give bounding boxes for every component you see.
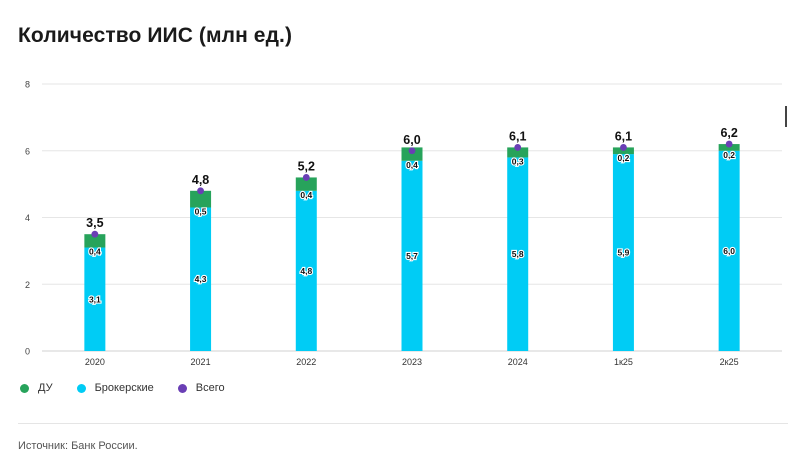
data-label-broker: 3,1 [89,294,101,304]
total-marker [408,147,416,155]
data-label-total: 6,2 [720,126,737,140]
y-tick-label: 0 [25,347,30,357]
x-tick-label: 2024 [508,357,528,367]
bar-broker [401,160,423,351]
data-label-broker: 5,8 [512,249,524,259]
y-tick-label: 8 [25,80,30,90]
data-label-total: 6,0 [403,133,420,147]
bar-broker [84,247,106,351]
bar-broker [190,207,212,351]
legend-label-du: ДУ [38,382,53,394]
x-tick-label: 2023 [402,357,422,367]
data-label-broker: 6,0 [723,246,735,256]
data-label-total: 5,2 [298,159,315,173]
data-label-du: 0,3 [512,156,524,166]
legend-marker-du [20,383,29,393]
data-label-du: 0,4 [89,247,101,257]
y-tick-label: 4 [25,213,30,223]
legend-marker-broker [76,383,86,393]
chart-title: Количество ИИС (млн ед.) [18,24,293,47]
data-label-broker: 4,8 [300,266,312,276]
total-marker [514,144,522,151]
total-marker [91,230,99,238]
data-label-total: 4,8 [192,173,209,187]
bar-chart: 0 2 4 6 8 3,1 0,4 3,5 2020 4,3 0,5 4,8 2021 4,8 0,4 5,2… [25,80,782,367]
legend-item-du[interactable]: ДУ [20,382,53,394]
y-tick-label: 6 [25,146,30,156]
legend-label-broker: Брокерские [94,382,154,394]
data-label-total: 3,5 [86,216,103,230]
total-marker [725,140,733,148]
data-label-broker: 4,3 [195,274,207,284]
data-label-du: 0,2 [723,150,735,160]
y-tick-label: 2 [25,280,30,290]
data-label-broker: 5,7 [406,251,418,261]
data-label-total: 6,1 [509,129,526,143]
x-tick-label: 2021 [191,357,211,367]
legend-item-total[interactable]: Всего [177,382,225,394]
data-label-du: 0,4 [300,190,312,200]
legend: ДУ Брокерские Всего [20,380,225,396]
bar-broker [295,190,317,351]
scrollbar-edge[interactable] [785,106,787,127]
legend-marker-total [177,383,187,393]
total-marker [620,144,627,151]
bar-broker [612,154,634,351]
x-tick-label: 2020 [85,357,105,367]
bar-du [507,147,529,158]
legend-item-broker[interactable]: Брокерские [76,382,154,394]
bar-broker [507,157,529,351]
data-label-du: 0,2 [618,153,630,163]
bar-du [295,177,317,191]
x-tick-label: 2к25 [720,357,739,367]
x-tick-label: 2022 [296,357,316,367]
legend-label-total: Всего [195,382,225,394]
total-marker [302,174,310,181]
x-tick-label: 1к25 [614,357,633,367]
data-label-total: 6,1 [615,129,632,143]
bar-broker [718,150,740,351]
data-label-broker: 5,9 [618,248,630,258]
data-label-du: 0,4 [406,160,418,170]
data-label-du: 0,5 [195,206,207,216]
bar-du [84,234,106,248]
total-marker [197,187,204,195]
footer-divider [18,423,788,424]
bar-du [190,190,212,208]
source-note: Источник: Банк России. [18,440,138,452]
